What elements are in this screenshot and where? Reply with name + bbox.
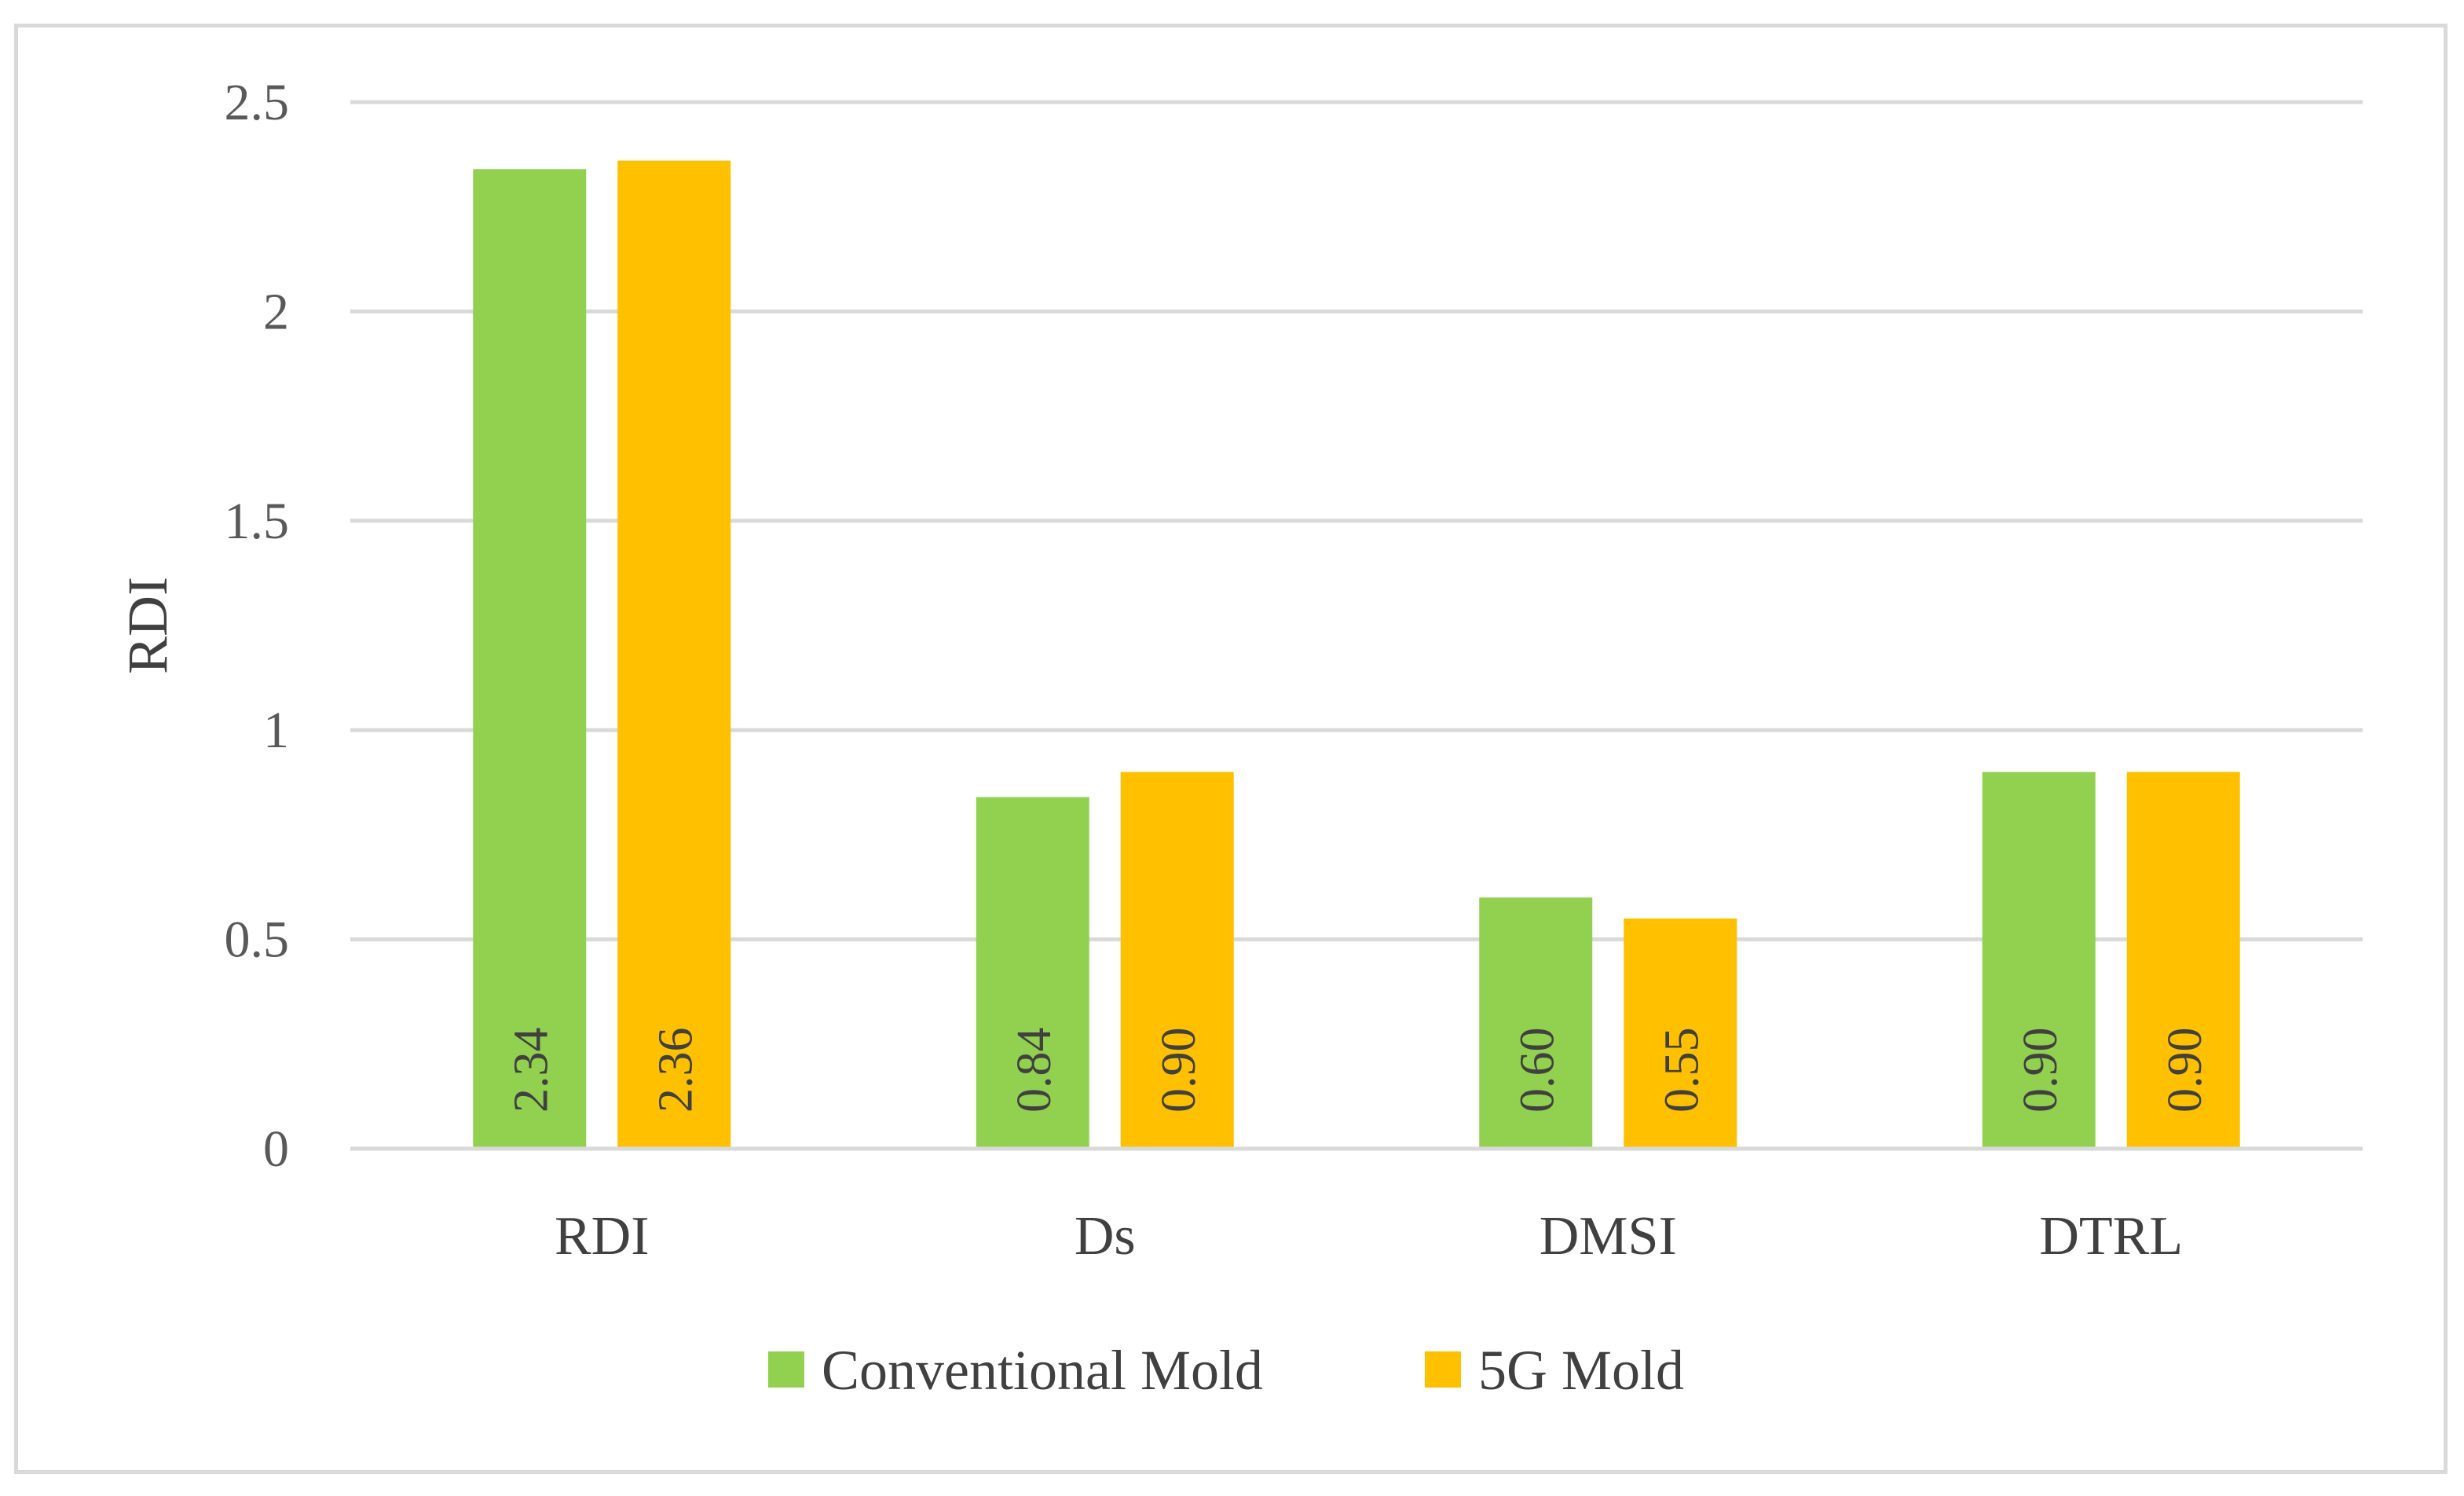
bar-ds-conventional-mold (976, 797, 1089, 1149)
bar-dtrl-conventional-mold (1982, 772, 2096, 1149)
data-label-rdi-conventional-mold: 2.34 (504, 1028, 558, 1113)
y-axis-ticks: 0 0.5 1 1.5 2 2.5 (225, 74, 290, 1178)
category-label-ds: Ds (1075, 1206, 1136, 1267)
bar-dmsi-conventional-mold (1479, 897, 1593, 1149)
data-label-dmsi-conventional-mold: 0.60 (1510, 1028, 1564, 1113)
legend-swatch-5g-mold (1425, 1351, 1461, 1388)
bar-ds-5g-mold (1120, 772, 1234, 1149)
data-label-dtrl-conventional-mold: 0.90 (2014, 1028, 2067, 1113)
y-tick-label: 0 (263, 1120, 289, 1178)
y-tick-label: 1.5 (225, 493, 290, 550)
legend-label-5g-mold: 5G Mold (1478, 1339, 1684, 1402)
chart-frame (14, 24, 2448, 1474)
legend: Conventional Mold 5G Mold (768, 1339, 1684, 1402)
bar-dtrl-5g-mold (2126, 772, 2240, 1149)
data-label-ds-conventional-mold: 0.84 (1008, 1028, 1061, 1113)
y-tick-label: 1 (263, 702, 289, 759)
bar-rdi-5g-mold (617, 160, 731, 1149)
y-tick-label: 2.5 (225, 74, 290, 131)
data-label-ds-5g-mold: 0.90 (1152, 1028, 1206, 1113)
y-axis-title: RDI (116, 577, 179, 674)
data-label-dmsi-5g-mold: 0.55 (1655, 1028, 1708, 1113)
category-label-dtrl: DTRL (2039, 1206, 2183, 1267)
x-axis-categories: RDI Ds DMSI DTRL (555, 1206, 2183, 1267)
legend-label-conventional-mold: Conventional Mold (822, 1339, 1263, 1402)
bar-dmsi-5g-mold (1624, 918, 1737, 1149)
data-labels: 2.34 2.36 0.84 0.90 0.60 0.55 0.90 0.90 (504, 1028, 2212, 1113)
bar-rdi-conventional-mold (473, 169, 587, 1149)
legend-swatch-conventional-mold (768, 1351, 804, 1388)
category-label-rdi: RDI (555, 1206, 650, 1267)
bars (350, 160, 2363, 1151)
y-tick-label: 0.5 (225, 911, 290, 969)
category-label-dmsi: DMSI (1540, 1206, 1677, 1267)
y-tick-label: 2 (263, 283, 289, 340)
data-label-rdi-5g-mold: 2.36 (649, 1028, 702, 1113)
data-label-dtrl-5g-mold: 0.90 (2158, 1028, 2212, 1113)
